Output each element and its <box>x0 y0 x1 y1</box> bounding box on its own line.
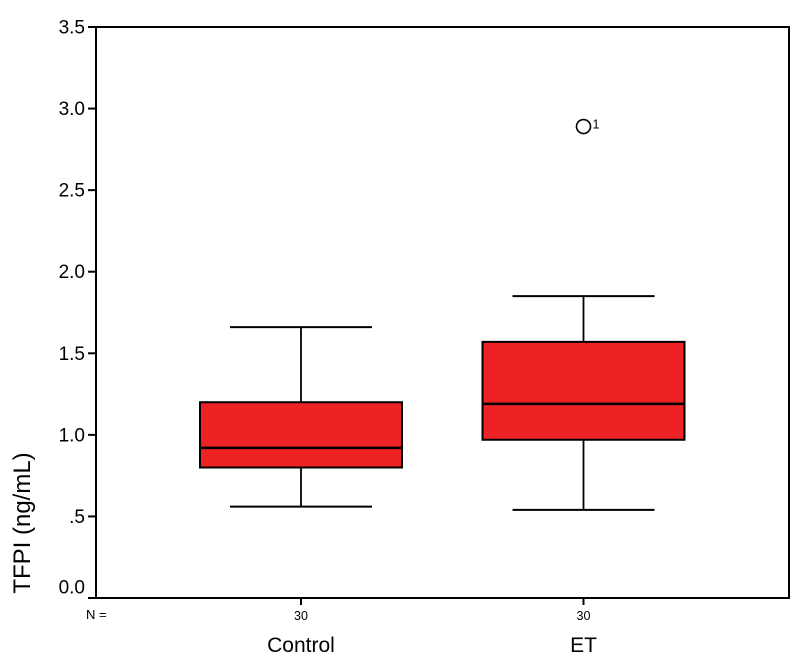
y-tick-label: .5 <box>69 507 85 528</box>
category-n-value: 30 <box>294 609 308 623</box>
y-tick-label: 2.5 <box>59 181 85 202</box>
category-n-value: 30 <box>577 609 591 623</box>
boxplot-group-control: 30 Control <box>199 326 403 657</box>
category-label: ET <box>570 634 597 657</box>
iqr-box <box>481 340 686 441</box>
y-tick-label: 1.0 <box>59 425 85 446</box>
plot-frame <box>95 26 790 599</box>
n-equals-label: N = <box>86 607 107 622</box>
y-tick-label: 3.0 <box>59 99 85 120</box>
boxplot-group-et: 1 30 ET <box>481 118 686 657</box>
outlier-marker <box>575 118 592 135</box>
y-tick-label: 1.5 <box>59 344 85 365</box>
y-tick-label: 0.0 <box>59 578 85 599</box>
y-tick-label: 3.5 <box>59 18 85 39</box>
category-label: Control <box>267 634 335 657</box>
y-tick-label: 2.0 <box>59 262 85 283</box>
iqr-box <box>199 401 403 469</box>
outlier-case-label: 1 <box>593 118 600 132</box>
y-axis-title: TFPI (ng/mL) <box>9 452 36 594</box>
